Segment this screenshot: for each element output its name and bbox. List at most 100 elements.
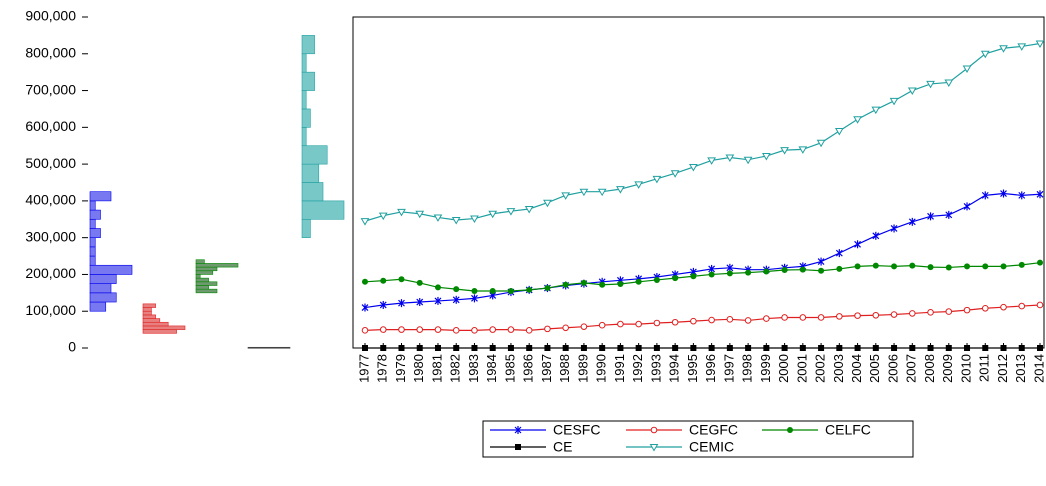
marker [744,317,752,324]
marker [907,87,917,96]
x-tick-label: 1990 [594,354,609,383]
marker [489,345,496,351]
series-line [364,262,1041,292]
marker [544,285,551,292]
x-tick-label: 1995 [685,354,700,383]
marker [380,277,387,284]
histogram-bar [301,108,311,128]
y-tick-label: 200,000 [25,265,76,281]
marker [488,210,498,219]
marker [689,164,698,172]
marker [781,345,788,351]
x-tick-label: 1992 [630,354,645,383]
marker [544,345,551,351]
marker [980,50,990,59]
marker [707,157,716,165]
marker [1037,259,1043,266]
marker [982,345,989,351]
marker [471,327,478,334]
marker [872,311,880,319]
marker [909,345,916,351]
marker [836,265,843,272]
marker [489,287,496,294]
x-tick-label: 2007 [904,354,919,383]
x-tick-label: 2005 [867,354,882,383]
marker [398,276,405,283]
marker [926,80,935,89]
marker [1000,189,1007,198]
marker [360,218,370,226]
marker [743,156,753,165]
marker [1037,345,1043,351]
histogram-bar [89,292,117,303]
x-tick-label: 2000 [776,354,791,383]
marker [890,224,898,233]
marker [763,345,770,351]
marker [671,318,679,326]
marker [470,215,479,224]
marker [690,345,697,351]
legend-marker [650,426,658,434]
marker [944,79,954,87]
marker [1018,261,1025,268]
x-tick-label: 1982 [448,354,463,383]
marker [362,345,368,351]
marker [361,303,369,312]
marker [817,257,825,266]
marker [708,316,715,324]
marker [378,212,388,221]
marker [562,281,569,288]
marker [433,214,443,222]
histogram-bar [301,127,307,147]
marker [708,271,715,278]
marker [799,314,807,321]
marker [745,345,752,351]
marker [816,139,826,148]
marker [1035,40,1045,48]
legend-label: CEGFC [689,422,738,438]
marker [597,188,607,197]
marker [872,231,880,240]
histogram-bar [301,35,315,55]
x-tick-label: 1991 [612,354,627,383]
histogram-bar [89,209,101,220]
marker [670,170,680,178]
marker [690,317,697,325]
marker [635,345,642,351]
marker [397,208,406,217]
x-tick-label: 2004 [849,354,864,383]
marker [1036,301,1044,309]
marker [415,210,425,219]
marker [836,345,843,351]
marker [507,287,514,294]
histogram-bar [301,182,324,202]
x-tick-label: 1988 [557,354,572,383]
marker [1000,303,1007,311]
marker [526,286,533,293]
marker [617,345,624,351]
marker [506,208,516,216]
marker [799,345,806,351]
marker [580,345,587,351]
legend-label: CEMIC [689,439,734,455]
marker [872,262,879,269]
marker [945,210,953,219]
marker [672,275,679,282]
x-tick-label: 2011 [977,354,992,382]
x-tick-label: 1993 [648,354,663,383]
marker [634,181,644,189]
marker [561,192,571,200]
marker [945,264,952,271]
histogram-bar [195,277,209,283]
marker [927,309,934,316]
marker [854,240,861,249]
marker [945,308,953,315]
marker [872,345,879,351]
marker [398,345,405,351]
marker [471,287,478,294]
marker [434,296,442,305]
marker [453,345,460,351]
marker [690,273,697,280]
marker [434,284,441,291]
